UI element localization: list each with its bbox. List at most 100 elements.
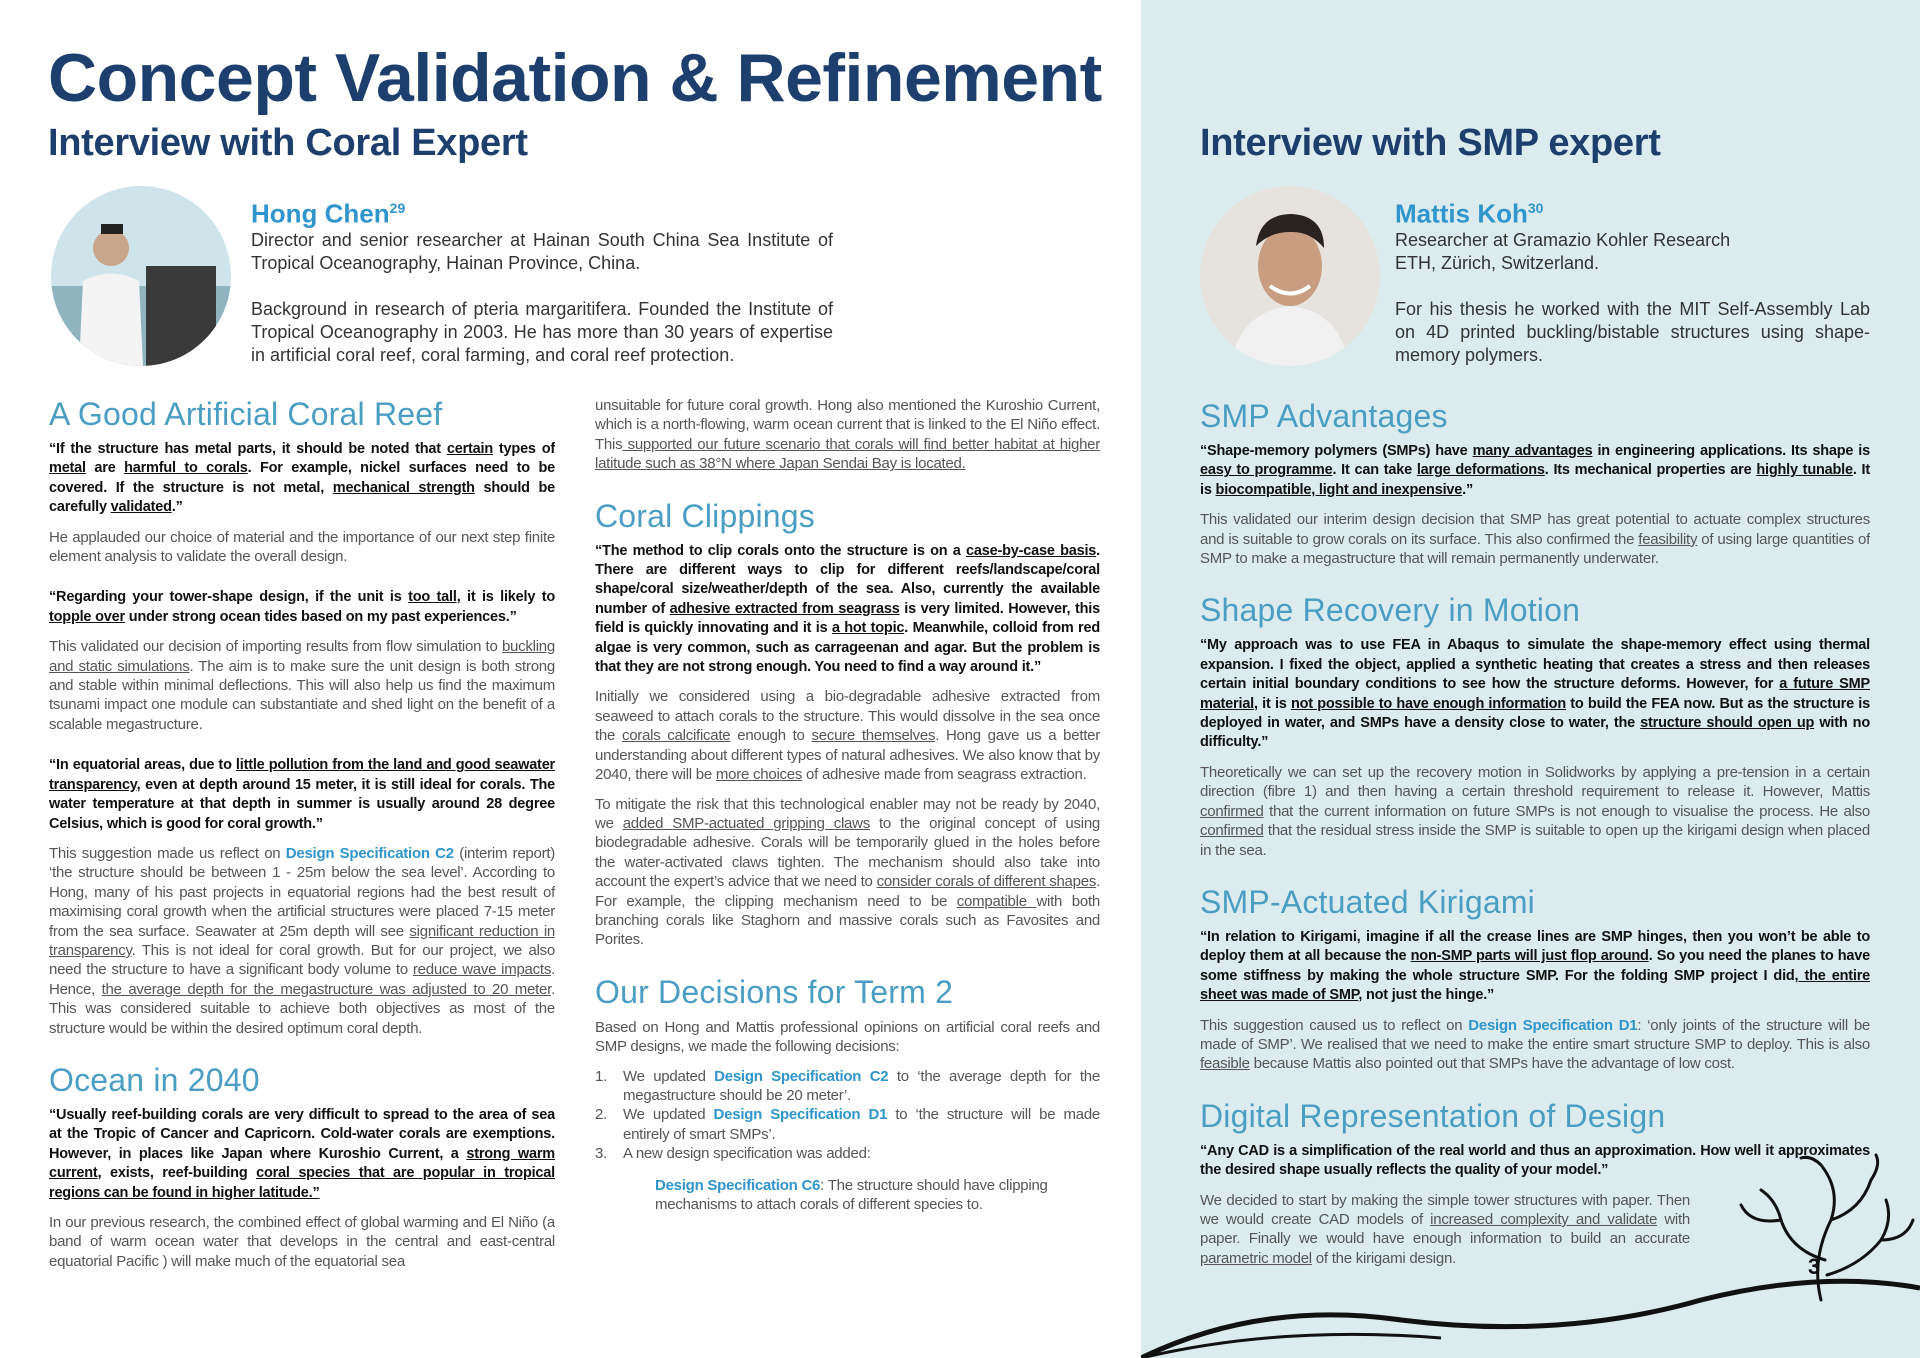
text-run: We updated [623,1067,715,1085]
underlined-text: reduce wave impacts [412,961,552,979]
text-run: “In relation to Kirigami, imagine if all… [1200,928,1870,965]
text-run: , even at depth around 15 meter, it is s… [49,776,555,832]
text-run: (interim report) ‘the structure should b… [49,844,555,940]
underlined-text: corals calcificate [621,727,731,745]
underlined-text: non-SMP parts will just flop around [1410,948,1649,965]
text-run: are [85,460,125,477]
text-run: , exists, reef-building [97,1165,257,1182]
text-run: to the original concept of using biodegr… [595,814,1100,891]
text-run: In our previous research, the combined e… [49,1214,555,1270]
list-marker: 3. [595,1145,608,1163]
list-item: 1. We updated Design Specification C2 to … [595,1067,1100,1106]
expert-name: Hong Chen29 [251,193,833,229]
text-run: , it is likely to [456,589,555,606]
underlined-text: supported our future scenario that coral… [595,435,1100,473]
list-marker: 1. [595,1067,608,1085]
underlined-text: case-by-case basis [966,542,1097,559]
underlined-text: many advantages [1472,443,1593,459]
body-paragraph: This validated our decision of importing… [49,637,555,734]
text-run: .” [171,499,183,516]
underlined-text: large deformations [1416,462,1545,479]
list-marker: 2. [595,1106,608,1124]
quote-paragraph: “In relation to Kirigami, imagine if all… [1200,928,1870,1006]
underlined-text: a future SMP material [1200,676,1870,712]
page-title: Concept Validation & Refinement [48,40,1102,116]
underlined-text: validated [110,499,172,516]
text-run: unsuitable for future coral growth. Hong… [595,397,1100,453]
text-run: types of [493,441,555,457]
list-text: We updated Design Specification D1 to ‘t… [623,1105,1100,1144]
text-run: because Mattis also pointed out that SMP… [1249,1055,1735,1073]
spec-reference: Design Specification D1 [1468,1016,1638,1034]
underlined-text: secure themselves [811,727,936,745]
underlined-text: coral species that are popular in tropic… [49,1165,555,1201]
body-paragraph: Initially we considered using a bio-degr… [595,687,1100,784]
text-run: with paper. Finally we would have enough… [1200,1210,1690,1248]
text-run: We updated [623,1106,714,1124]
underlined-text: compatible [956,892,1037,910]
text-run: . So you need the planes to have some st… [1200,948,1870,984]
spec-reference: Design Specification C6 [655,1176,821,1194]
text-run: with no difficulty.” [1200,715,1870,751]
text-run: , not just the hinge.” [1358,987,1495,1004]
decoration [1141,1153,1920,1358]
underlined-text: adhesive extracted from seagrass [669,600,900,617]
text-column: unsuitable for future coral growth. Hong… [595,396,1100,1296]
text-run: . It can take [1332,462,1417,479]
body-paragraph: This validated our interim design decisi… [1200,510,1870,568]
spec-reference: Design Specification D1 [713,1106,888,1124]
text-run: that the residual stress inside the SMP … [1200,822,1870,859]
quote-paragraph: “Shape-memory polymers (SMPs) have many … [1200,442,1870,500]
text-column: SMP Advantages “Shape-memory polymers (SM… [1200,396,1870,1296]
underlined-text: little pollution from the land and good … [49,757,555,793]
text-run: . It is [1200,462,1870,498]
underlined-text: feasible [1200,1055,1250,1073]
underlined-text: the average depth for the megastructure … [101,980,552,998]
quote-paragraph: “Regarding your tower-shape design, if t… [49,588,555,627]
body-paragraph: To mitigate the risk that this technolog… [595,795,1100,950]
expert-bio: Background in research of pteria margari… [251,298,833,365]
text-run: . The aim is to make sure the unit desig… [49,657,555,733]
name-text: Mattis Koh [1395,198,1528,229]
expert-photo [1200,186,1380,366]
underlined-text: feasibility [1638,530,1698,548]
text-run: . This is not ideal for coral growth. Bu… [49,941,555,979]
expert-info: Hong Chen29 Director and senior research… [251,193,833,367]
underlined-text: more choices [715,766,803,784]
body-paragraph: Based on Hong and Mattis professional op… [595,1018,1100,1057]
underlined-text: strong warm current [49,1145,555,1182]
text-run: that the current information on future S… [1263,802,1870,820]
text-run: . For example, the clipping mechanism ne… [595,873,1100,910]
text-run: “Any CAD is a simplification of the real… [1200,1142,1870,1179]
text-run: This suggestion caused us to reflect on [1200,1016,1469,1034]
text-run: Theoretically we can set up the recovery… [1200,763,1870,801]
body-paragraph: Theoretically we can set up the recovery… [1200,763,1870,860]
section-heading: Coral Clippings [595,497,815,534]
text-run: . Meanwhile, colloid from red algae is v… [595,620,1100,676]
text-run: “If the structure has metal parts, it sh… [49,441,447,457]
underlined-text: consider corals of different shapes [876,873,1097,891]
section-heading: Shape Recovery in Motion [1200,592,1581,629]
quote-paragraph: “Any CAD is a simplification of the real… [1200,1142,1870,1181]
underlined-text: certain [446,441,493,457]
right-subtitle: Interview with SMP expert [1200,122,1661,164]
expert-bio: ETH, Zürich, Switzerland. [1395,252,1600,273]
quote-paragraph: “The method to clip corals onto the stru… [595,542,1100,678]
underlined-text: biocompatible, light and inexpensive [1215,481,1463,498]
page-number: 3 [1808,1254,1821,1279]
underlined-text: buckling and static simulations [49,638,555,675]
text-run: of the kirigami design. [1311,1249,1456,1267]
underlined-text: metal [49,460,86,477]
spec-reference: Design Specification C2 [714,1067,889,1085]
text-run: of adhesive made from seagrass extractio… [802,766,1087,784]
underlined-text: mechanical strength [332,479,475,496]
text-run: Based on Hong and Mattis professional op… [595,1018,1100,1056]
expert-info: Mattis Koh30 Researcher at Gramazio Kohl… [1395,193,1870,367]
text-run: under strong ocean tides based on my pas… [124,608,517,625]
text-run: “My approach was to use FEA in Abaqus to… [1200,637,1870,693]
body-paragraph: He applauded our choice of material and … [49,528,555,567]
quote-paragraph: “Usually reef-building corals are very d… [49,1106,555,1203]
body-paragraph: This suggestion caused us to reflect on … [1200,1016,1870,1074]
text-run: This validated our decision of importing… [49,638,502,656]
underlined-text: added SMP-actuated gripping claws [622,814,870,832]
